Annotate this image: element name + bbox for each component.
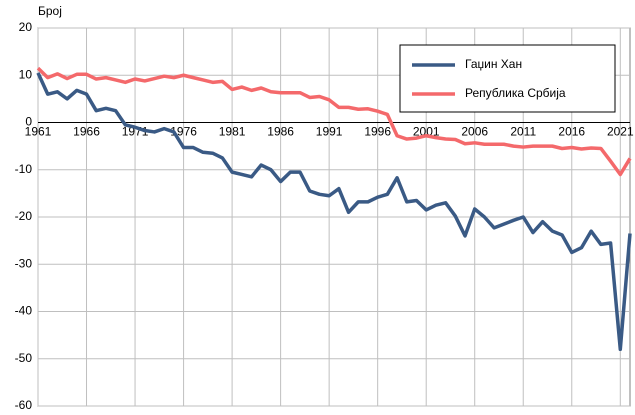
y-axis-label: Број (38, 4, 62, 18)
legend-box (399, 44, 616, 113)
series-line (36, 66, 632, 177)
y-tick-label: 0 (25, 115, 32, 129)
x-tick-label: 1991 (316, 125, 343, 139)
y-tick-label: -60 (15, 398, 33, 410)
y-tick-label: 10 (19, 67, 33, 81)
x-tick-label: 2006 (461, 125, 488, 139)
legend-label: Гаџин Хан (465, 57, 522, 71)
x-tick-label: 2011 (510, 125, 536, 139)
legend-label: Република Србија (465, 86, 566, 100)
x-tick-label: 1981 (219, 125, 246, 139)
x-tick-label: 1986 (267, 125, 294, 139)
x-tick-label: 1996 (364, 125, 391, 139)
series-line (36, 72, 632, 352)
y-tick-label: -40 (15, 304, 33, 318)
x-tick-label: 2021 (607, 125, 634, 139)
y-tick-label: 20 (19, 20, 33, 34)
y-tick-label: -50 (15, 351, 33, 365)
x-tick-label: 1961 (25, 125, 52, 139)
y-tick-label: -10 (15, 162, 33, 176)
x-tick-label: 1966 (73, 125, 100, 139)
y-tick-label: -20 (15, 209, 33, 223)
x-tick-label: 2016 (558, 125, 585, 139)
y-tick-label: -30 (15, 256, 33, 270)
x-tick-label: 2001 (413, 125, 440, 139)
